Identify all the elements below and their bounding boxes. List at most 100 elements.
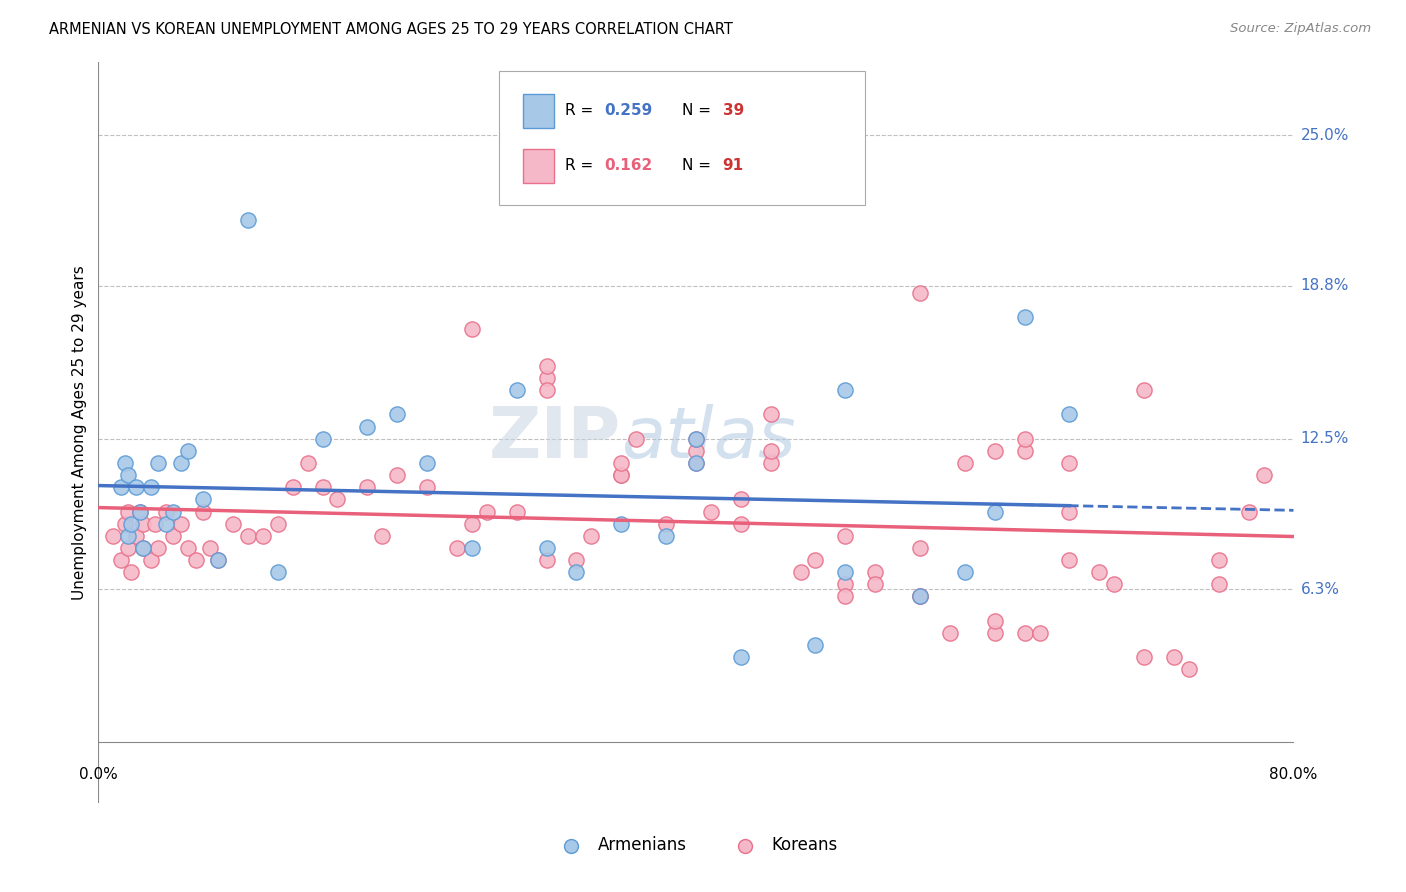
Point <box>155 504 177 518</box>
Point <box>1208 577 1230 591</box>
Point <box>1253 468 1275 483</box>
Point <box>110 553 132 567</box>
Point <box>565 553 588 567</box>
Text: 0.162: 0.162 <box>605 158 652 173</box>
Point <box>685 456 707 470</box>
Point <box>191 492 214 507</box>
Point <box>953 456 976 470</box>
Point <box>1133 383 1156 397</box>
Text: N =: N = <box>682 103 716 119</box>
Point <box>162 504 184 518</box>
Point <box>461 516 484 531</box>
Point <box>371 529 394 543</box>
Y-axis label: Unemployment Among Ages 25 to 29 years: Unemployment Among Ages 25 to 29 years <box>72 265 87 600</box>
Point <box>730 492 752 507</box>
Point <box>446 541 468 555</box>
Point <box>730 516 752 531</box>
Point <box>536 553 558 567</box>
Point <box>120 565 142 579</box>
Point <box>685 456 707 470</box>
Point <box>139 553 162 567</box>
Point <box>834 577 856 591</box>
Point <box>1014 626 1036 640</box>
Point <box>177 541 200 555</box>
Point <box>114 456 136 470</box>
Point <box>834 383 856 397</box>
Point <box>506 383 529 397</box>
Point <box>536 359 558 373</box>
Point <box>461 322 484 336</box>
Point <box>984 504 1007 518</box>
Point <box>236 213 259 227</box>
Point <box>1208 553 1230 567</box>
Point <box>655 529 678 543</box>
Point <box>311 432 333 446</box>
Point <box>326 492 349 507</box>
Point <box>132 516 155 531</box>
Point <box>536 383 558 397</box>
Point <box>581 529 603 543</box>
Point <box>984 614 1007 628</box>
Point <box>148 541 170 555</box>
Point <box>110 480 132 494</box>
Point <box>385 408 409 422</box>
Point <box>117 529 139 543</box>
Point <box>1088 565 1111 579</box>
Point <box>865 565 887 579</box>
Point <box>385 468 409 483</box>
Point <box>162 529 184 543</box>
Point <box>1133 650 1156 665</box>
Point <box>148 456 170 470</box>
Point <box>1014 432 1036 446</box>
Point <box>984 443 1007 458</box>
Point <box>132 541 155 555</box>
Point <box>177 443 200 458</box>
Point <box>506 504 529 518</box>
Point <box>461 541 484 555</box>
Point <box>356 480 378 494</box>
Point <box>834 529 856 543</box>
Point <box>311 480 333 494</box>
Point <box>685 443 707 458</box>
Point <box>789 565 811 579</box>
Point <box>700 504 723 518</box>
Point <box>685 432 707 446</box>
Point <box>1028 626 1050 640</box>
Text: 0.259: 0.259 <box>605 103 652 119</box>
Text: Source: ZipAtlas.com: Source: ZipAtlas.com <box>1230 22 1371 36</box>
Text: 12.5%: 12.5% <box>1301 431 1348 446</box>
Point <box>132 541 155 555</box>
Point <box>129 504 152 518</box>
Point <box>759 408 782 422</box>
Point <box>834 590 856 604</box>
Point <box>908 286 931 301</box>
Point <box>984 626 1007 640</box>
Point <box>114 516 136 531</box>
Text: 25.0%: 25.0% <box>1301 128 1348 143</box>
Point <box>610 468 633 483</box>
Text: 80.0%: 80.0% <box>1270 767 1317 782</box>
Point <box>267 565 290 579</box>
Point <box>117 504 139 518</box>
Point <box>1014 443 1036 458</box>
Text: N =: N = <box>682 158 716 173</box>
Point <box>297 456 319 470</box>
Point <box>685 432 707 446</box>
Point <box>759 443 782 458</box>
Text: R =: R = <box>565 103 599 119</box>
Point <box>759 456 782 470</box>
Text: 0.0%: 0.0% <box>79 767 118 782</box>
Point <box>143 516 166 531</box>
Point <box>626 432 648 446</box>
Point <box>117 468 139 483</box>
Point <box>125 480 148 494</box>
Point <box>1059 408 1081 422</box>
Point <box>908 590 931 604</box>
Point <box>207 553 229 567</box>
Point <box>1059 504 1081 518</box>
Text: ZIP: ZIP <box>489 404 621 473</box>
Point <box>475 504 498 518</box>
Point <box>207 553 229 567</box>
Point <box>1014 310 1036 325</box>
Point <box>267 516 290 531</box>
